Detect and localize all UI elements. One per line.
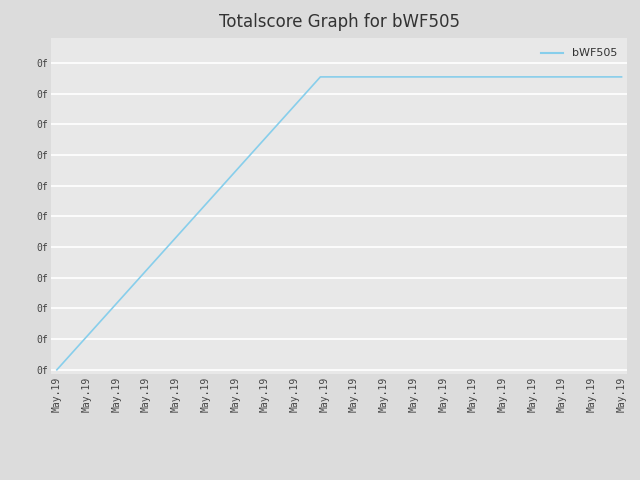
bWF505 (241, 158, 249, 164)
bWF505 (53, 367, 61, 372)
bWF505 (561, 74, 569, 80)
bWF505 (505, 74, 513, 80)
bWF505 (392, 74, 399, 80)
bWF505 (373, 74, 381, 80)
bWF505 (411, 74, 419, 80)
bWF505 (185, 220, 193, 226)
bWF505 (524, 74, 531, 80)
bWF505 (72, 346, 79, 352)
bWF505 (260, 137, 268, 143)
bWF505 (128, 283, 136, 289)
bWF505 (467, 74, 475, 80)
bWF505 (354, 74, 362, 80)
bWF505 (543, 74, 550, 80)
bWF505 (599, 74, 607, 80)
Legend: bWF505: bWF505 (536, 44, 621, 63)
bWF505 (223, 179, 230, 184)
Line: bWF505: bWF505 (57, 77, 621, 370)
bWF505 (91, 325, 99, 331)
bWF505 (298, 95, 305, 101)
bWF505 (580, 74, 588, 80)
bWF505 (317, 74, 324, 80)
bWF505 (204, 200, 211, 205)
bWF505 (109, 304, 117, 310)
bWF505 (486, 74, 493, 80)
bWF505 (166, 241, 173, 247)
bWF505 (335, 74, 343, 80)
bWF505 (147, 262, 155, 268)
Title: Totalscore Graph for bWF505: Totalscore Graph for bWF505 (219, 13, 460, 31)
bWF505 (618, 74, 625, 80)
bWF505 (448, 74, 456, 80)
bWF505 (279, 116, 287, 121)
bWF505 (429, 74, 437, 80)
